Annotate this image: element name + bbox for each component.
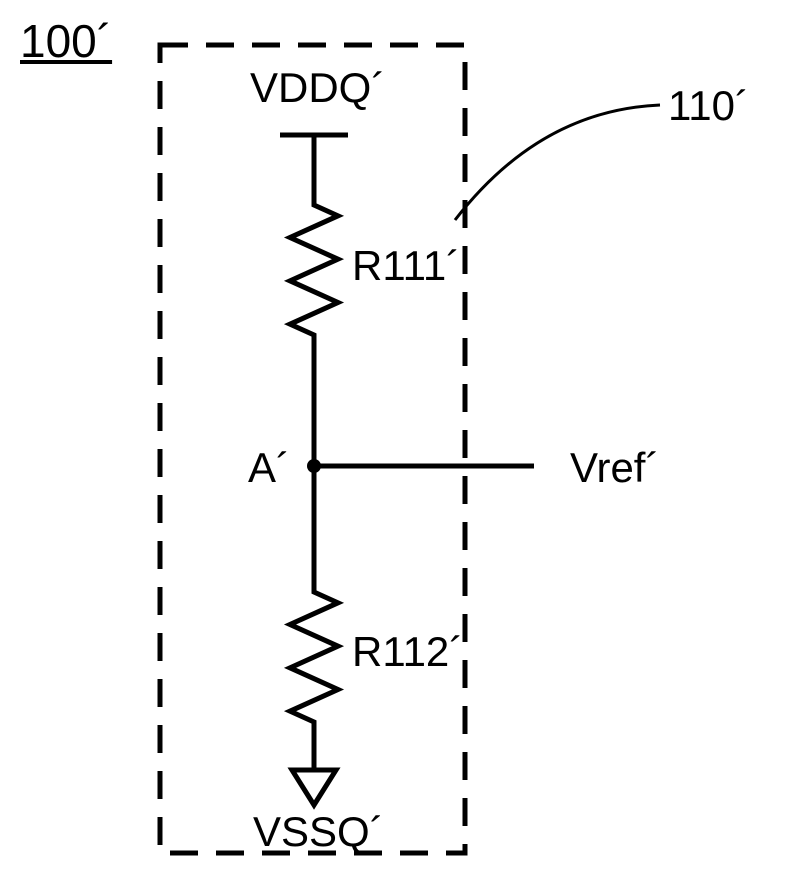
vssq-label: VSSQ´ — [253, 808, 384, 856]
r112-label: R112´ — [352, 628, 463, 676]
circuit-diagram: 100´ VDDQ´ R111´ A´ Vref´ R112´ VSSQ´ 11… — [0, 0, 806, 871]
vref-label: Vref´ — [570, 444, 659, 492]
vddq-label: VDDQ´ — [250, 64, 385, 112]
figure-number: 100´ — [20, 14, 112, 68]
r111-label: R111´ — [352, 242, 460, 290]
node-a-label: A´ — [248, 444, 290, 492]
circuit-svg — [0, 0, 806, 871]
block-label: 110´ — [668, 82, 749, 130]
